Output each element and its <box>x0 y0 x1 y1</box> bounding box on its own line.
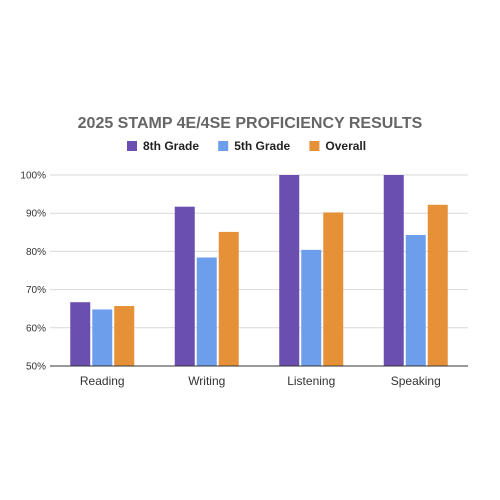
legend: 8th Grade 5th Grade Overall <box>127 139 366 153</box>
bar-5th-grade-reading <box>92 309 113 366</box>
bar-overall-speaking <box>427 204 448 366</box>
y-tick-label: 60% <box>26 323 46 334</box>
bar-overall-listening <box>323 212 344 366</box>
legend-swatch <box>127 141 137 151</box>
bar-8th-grade-writing <box>174 206 195 366</box>
y-tick-label: 80% <box>26 247 46 258</box>
x-tick-label: Listening <box>287 374 335 388</box>
chart-title: 2025 STAMP 4E/4SE PROFICIENCY RESULTS <box>78 115 423 132</box>
x-tick-label: Writing <box>188 374 225 388</box>
bar-5th-grade-listening <box>301 249 322 366</box>
bar-5th-grade-speaking <box>405 234 426 366</box>
y-tick-label: 90% <box>26 209 46 220</box>
gridlines <box>50 174 468 329</box>
bar-overall-writing <box>218 231 239 366</box>
bar-8th-grade-speaking <box>383 175 404 366</box>
x-axis-labels: Reading Writing Listening Speaking <box>80 374 441 388</box>
bars <box>70 175 448 366</box>
legend-label: 8th Grade <box>143 139 199 153</box>
y-tick-label: 50% <box>26 362 46 373</box>
bar-8th-grade-reading <box>70 302 91 366</box>
bar-overall-reading <box>114 306 135 366</box>
x-tick-label: Speaking <box>391 374 441 388</box>
legend-label: Overall <box>325 139 366 153</box>
legend-label: 5th Grade <box>234 139 290 153</box>
x-tick-label: Reading <box>80 374 125 388</box>
bar-5th-grade-writing <box>196 257 217 366</box>
legend-swatch <box>218 141 229 151</box>
y-tick-label: 100% <box>20 171 46 182</box>
legend-swatch <box>309 141 320 151</box>
y-axis-ticks: 50% 60% 70% 80% 90% 100% <box>20 171 46 373</box>
y-tick-label: 70% <box>26 285 46 296</box>
bar-8th-grade-listening <box>279 175 300 366</box>
